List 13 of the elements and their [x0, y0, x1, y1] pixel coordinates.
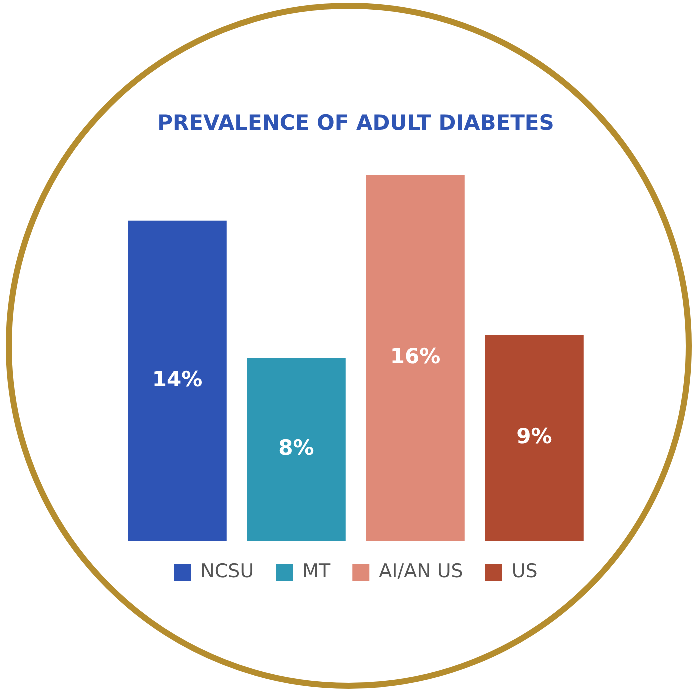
data-label: 14%	[152, 367, 203, 392]
bar	[247, 358, 346, 541]
data-label: 9%	[516, 424, 552, 449]
legend-label: NCSU	[200, 560, 254, 582]
chart-title: PREVALENCE OF ADULT DIABETES	[158, 111, 554, 136]
bar	[485, 335, 584, 541]
legend-label: US	[512, 560, 538, 582]
legend-label: MT	[302, 560, 332, 582]
data-label: 8%	[278, 436, 314, 460]
legend-label: AI/AN US	[379, 560, 464, 582]
bar	[128, 220, 227, 541]
bar	[366, 175, 465, 541]
data-label: 16%	[390, 344, 441, 369]
